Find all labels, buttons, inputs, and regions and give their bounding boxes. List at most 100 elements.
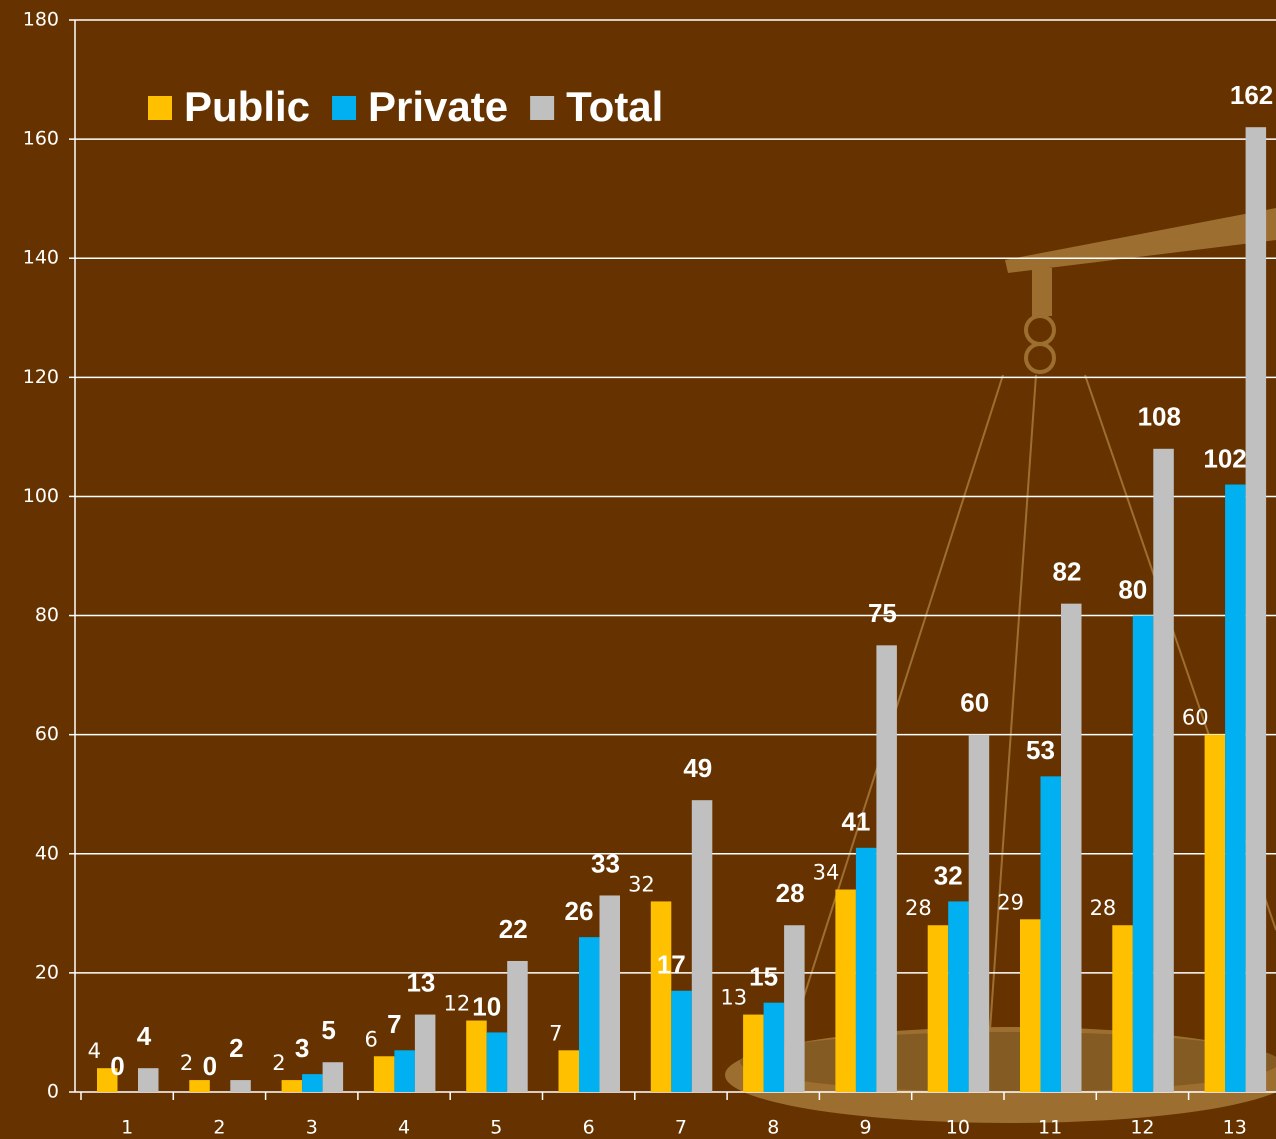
legend-swatch	[148, 96, 172, 120]
bar	[948, 901, 969, 1092]
data-label: 3	[295, 1033, 309, 1063]
data-label: 108	[1138, 402, 1181, 432]
bar	[507, 960, 528, 1092]
data-label: 2	[180, 1051, 193, 1075]
bar	[743, 1014, 764, 1092]
bar	[927, 925, 949, 1092]
legend-swatch	[332, 96, 357, 120]
bar	[466, 1020, 487, 1092]
bar	[394, 1050, 415, 1092]
x-tick-label: 12	[1130, 1117, 1154, 1139]
legend-label: Public	[184, 83, 310, 130]
data-label: 4	[88, 1039, 101, 1063]
scale-plate-inner	[740, 1032, 1276, 1092]
data-label: 80	[1118, 574, 1147, 604]
bar	[281, 1080, 303, 1092]
data-label: 2	[272, 1051, 285, 1075]
bar	[1132, 615, 1154, 1092]
y-tick-label: 40	[35, 842, 59, 864]
y-tick-label: 120	[23, 366, 59, 388]
data-label: 26	[565, 896, 594, 926]
data-label: 2	[229, 1033, 243, 1063]
bar	[1153, 448, 1174, 1092]
data-label: 60	[960, 688, 989, 718]
bar	[650, 901, 672, 1092]
bar	[876, 645, 897, 1092]
bar	[302, 1074, 323, 1092]
data-label: 28	[776, 878, 805, 908]
x-tick-label: 5	[490, 1117, 502, 1139]
data-label: 6	[365, 1027, 378, 1051]
y-tick-label: 160	[23, 128, 59, 150]
x-tick-label: 11	[1038, 1117, 1062, 1139]
scale-ring	[1024, 342, 1056, 374]
bar	[97, 1068, 118, 1092]
data-label: 60	[1182, 706, 1209, 730]
legend-label: Total	[566, 83, 663, 130]
bar	[1204, 734, 1226, 1092]
scale-string	[989, 374, 1037, 1031]
data-label: 28	[1090, 896, 1117, 920]
data-label: 75	[868, 598, 897, 628]
bar	[1020, 919, 1041, 1092]
data-label: 10	[472, 991, 501, 1021]
x-tick-label: 2	[213, 1117, 225, 1139]
bar	[671, 990, 692, 1092]
y-tick-label: 140	[23, 247, 59, 269]
bar	[1061, 603, 1082, 1092]
data-label: 22	[499, 914, 528, 944]
data-label: 32	[934, 860, 963, 890]
data-label: 13	[720, 986, 747, 1010]
data-label: 12	[443, 992, 470, 1016]
bar	[968, 734, 990, 1092]
bar	[138, 1068, 159, 1092]
x-tick-label: 6	[583, 1117, 595, 1139]
data-label: 33	[591, 848, 620, 878]
data-label: 34	[813, 861, 840, 885]
bar	[486, 1032, 508, 1092]
data-label: 28	[905, 896, 932, 920]
bar	[230, 1080, 251, 1092]
bar	[835, 889, 856, 1092]
y-tick-label: 180	[23, 9, 59, 31]
scale-beam	[1005, 208, 1276, 273]
x-tick-label: 3	[306, 1117, 318, 1139]
x-tick-label: 1	[121, 1117, 133, 1139]
x-tick-label: 10	[946, 1117, 970, 1139]
x-tick-label: 13	[1223, 1117, 1247, 1139]
bar	[599, 895, 620, 1092]
legend-swatch	[530, 96, 555, 120]
bar	[784, 925, 805, 1092]
y-tick-label: 100	[23, 485, 59, 507]
y-tick-label: 60	[35, 723, 59, 745]
bar	[414, 1014, 436, 1092]
bar	[322, 1062, 344, 1092]
bar	[1112, 925, 1133, 1092]
data-label: 162	[1230, 80, 1273, 110]
data-label: 49	[683, 753, 712, 783]
bar	[189, 1080, 210, 1092]
data-label: 41	[841, 807, 870, 837]
bar	[855, 847, 877, 1092]
legend-label: Private	[368, 83, 508, 130]
scale-hanger	[1032, 268, 1052, 316]
data-label: 17	[657, 950, 686, 980]
bar	[373, 1056, 395, 1092]
bar	[1245, 127, 1267, 1092]
data-label: 29	[997, 890, 1024, 914]
data-label: 5	[321, 1015, 335, 1045]
data-label: 15	[749, 962, 778, 992]
data-label: 7	[387, 1009, 401, 1039]
y-tick-label: 80	[35, 604, 59, 626]
y-tick-label: 0	[47, 1081, 59, 1103]
x-tick-label: 4	[398, 1117, 410, 1139]
data-label: 82	[1053, 557, 1082, 587]
bar	[1040, 776, 1061, 1092]
bar	[558, 1050, 579, 1092]
bar	[763, 1002, 785, 1092]
x-tick-label: 7	[675, 1117, 687, 1139]
data-label: 102	[1203, 443, 1246, 473]
data-label: 32	[628, 872, 655, 896]
